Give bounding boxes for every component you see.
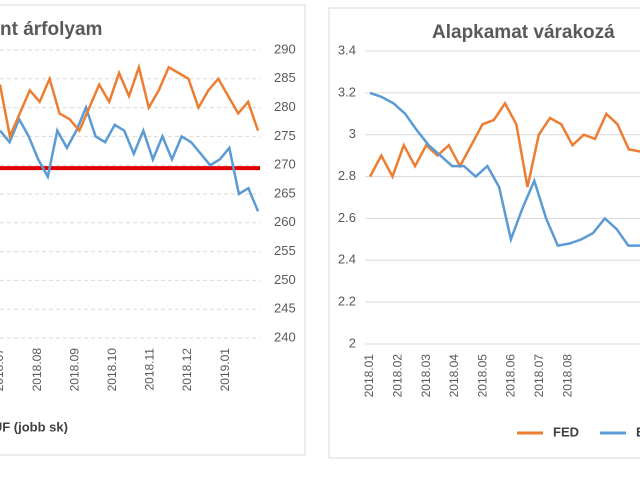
y-tick-label: 260 [274, 214, 296, 229]
series-line [0, 62, 260, 141]
y-tick-label: 3.4 [338, 42, 356, 57]
legend-label: FED [553, 424, 579, 439]
legend-label: E [636, 424, 640, 439]
x-tick-label: 2018.09 [67, 348, 81, 392]
series-line [369, 91, 640, 248]
x-tick-label: 2018.02 [390, 354, 404, 398]
y-tick-label: 245 [274, 301, 296, 316]
legend-label: USDHUF (jobb sk) [0, 419, 68, 434]
y-tick-label: 250 [274, 272, 296, 287]
y-tick-label: 3.2 [338, 84, 356, 99]
y-tick-label: 3 [349, 126, 356, 141]
y-tick-label: 265 [274, 185, 296, 200]
x-tick-label: 2018.07 [532, 354, 546, 398]
y-tick-label: 285 [274, 70, 296, 85]
x-tick-label: 2018.05 [475, 354, 489, 398]
x-tick-label: 2018.01 [362, 354, 376, 398]
x-tick-label: 2018.08 [560, 354, 574, 398]
x-tick-label: 2018.08 [30, 348, 44, 392]
y-tick-label: 2.8 [338, 168, 356, 183]
panel [328, 7, 640, 459]
y-tick-label: 280 [274, 99, 296, 114]
y-tick-label: 270 [274, 157, 296, 172]
x-tick-label: 2018.10 [105, 348, 119, 392]
y-tick-label: 275 [274, 128, 296, 143]
x-tick-label: 2018.06 [504, 354, 518, 398]
chart-title: nt árfolyam [0, 19, 102, 40]
y-tick-label: 290 [274, 41, 296, 56]
x-tick-label: 2018.11 [143, 348, 157, 391]
y-tick-label: 2.2 [338, 294, 356, 309]
y-tick-label: 2 [349, 335, 356, 350]
y-tick-label: 240 [274, 329, 296, 344]
y-tick-label: 255 [274, 243, 296, 258]
y-tick-label: 2.6 [338, 210, 356, 225]
x-tick-label: 2018.03 [419, 354, 433, 398]
series-line [0, 104, 260, 212]
x-tick-label: 2018.04 [447, 354, 461, 398]
chart-title: Alapkamat várakozá [432, 22, 615, 43]
y-tick-label: 2.4 [338, 252, 356, 267]
x-tick-label: 2019.01 [218, 348, 232, 392]
x-tick-label: 2018.07 [0, 348, 6, 392]
series-line [368, 100, 640, 188]
x-tick-label: 2018.12 [180, 348, 194, 392]
